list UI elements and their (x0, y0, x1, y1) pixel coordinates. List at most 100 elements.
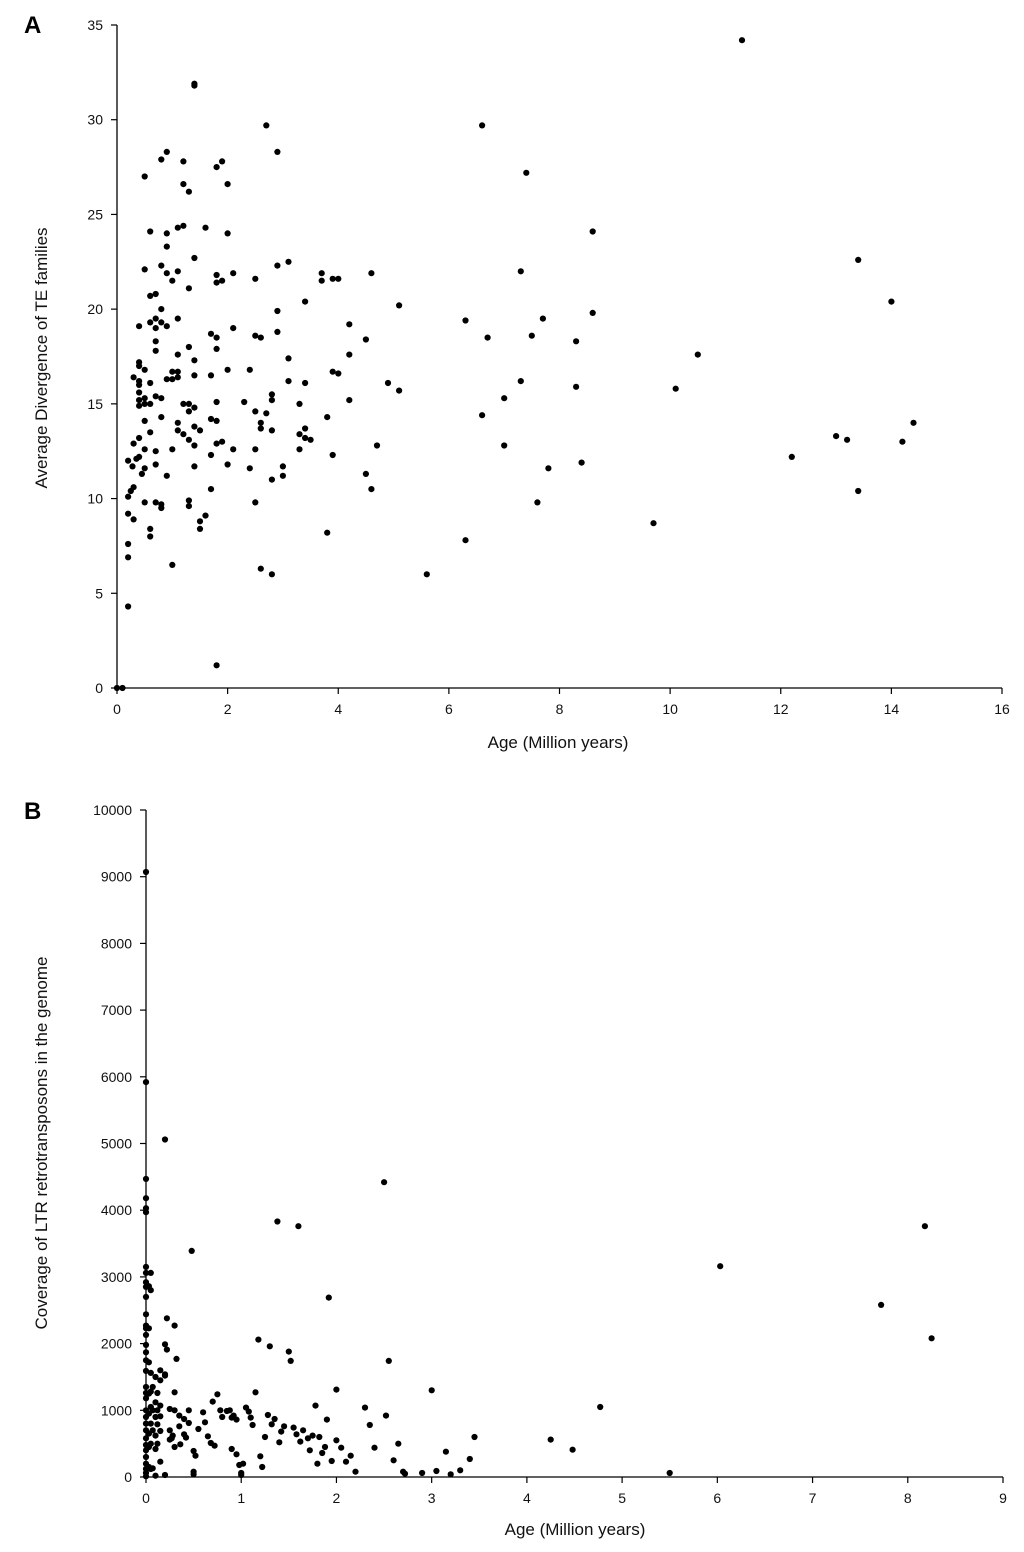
panel-b-data-point (238, 1471, 245, 1479)
panel-a-data-point (136, 389, 143, 396)
panel-b-data-point (157, 1367, 164, 1374)
panel-b-x-tick-label: 4 (523, 1490, 531, 1506)
panel-b-data-point (152, 1445, 159, 1453)
panel-b-data-point (177, 1441, 184, 1448)
panel-a-data-point (268, 397, 275, 404)
panel-b-data-point (569, 1446, 576, 1453)
panel-a-data-point (174, 368, 181, 375)
panel-b-data-point (666, 1469, 673, 1477)
panel-b-data-point (338, 1444, 345, 1451)
panel-a-data-point (302, 425, 309, 432)
panel-b-data-point (200, 1409, 207, 1416)
panel-a-y-axis-title: Average Divergence of TE families (32, 227, 51, 488)
panel-b-data-point (171, 1389, 178, 1396)
panel-b-data-point (171, 1407, 178, 1414)
panel-b-data-point (192, 1452, 199, 1459)
panel-a-data-point (141, 173, 148, 180)
panel-b-data-point (361, 1404, 369, 1411)
panel-a-data-point (141, 395, 148, 402)
panel-b-data-point (185, 1419, 192, 1427)
panel-a-data-point (180, 400, 187, 407)
panel-a-data-point (672, 385, 679, 392)
panel-b-data-point (204, 1433, 211, 1440)
panel-a-data-point (163, 243, 170, 250)
panel-a-data-point (462, 317, 469, 324)
panel-a-data-point (213, 164, 220, 171)
panel-b-data-point (319, 1449, 326, 1457)
panel-a-y-tick-label: 5 (95, 585, 103, 601)
panel-a-data-point (180, 181, 187, 188)
panel-a-data-point (180, 158, 187, 165)
panel-a-data-point (147, 525, 154, 533)
panel-b-data-point (142, 1349, 150, 1356)
panel-a-data-point (252, 446, 259, 453)
panel-b-data-point (157, 1458, 164, 1465)
panel-a-data-point (169, 277, 176, 284)
panel-b-data-point (142, 1209, 150, 1216)
panel-a-data-point (263, 122, 270, 129)
panel-a-data-point (224, 461, 231, 468)
panel-a-data-point (285, 378, 292, 385)
panel-a-data-point (257, 425, 264, 432)
panel-a-x-tick-label: 14 (884, 701, 900, 717)
panel-a-data-point (523, 169, 530, 176)
panel-b-y-tick-label: 4000 (101, 1202, 132, 1218)
panel-a-data-point (130, 484, 137, 491)
panel-a-data-point (335, 275, 342, 282)
panel-b-data-point (142, 1331, 150, 1338)
panel-a-data-point (274, 262, 281, 269)
panel-a-data-point (174, 419, 181, 426)
panel-b-data-point (161, 1372, 169, 1379)
panel-b-data-point (257, 1453, 264, 1460)
panel-a-data-point (329, 451, 336, 459)
panel-b-data-point (145, 1325, 152, 1332)
panel-b-data-point (245, 1408, 252, 1415)
panel-a-data-point (185, 285, 192, 292)
panel-a-data-point (180, 431, 187, 438)
panel-a-data-point (130, 440, 137, 447)
panel-a-data-point (368, 270, 375, 277)
panel-a-data-point (163, 270, 170, 277)
panel-a-data-point (119, 684, 126, 692)
panel-a-data-point (180, 222, 187, 229)
panel-a-data-point (362, 336, 369, 343)
panel-a-data-point (384, 379, 392, 387)
panel-a-data-point (833, 433, 840, 440)
panel-a-data-point (147, 292, 154, 299)
panel-a-data-point (578, 459, 585, 466)
panel-b-y-tick-label: 2000 (101, 1336, 132, 1352)
panel-a-data-point (329, 368, 336, 375)
panel-b-data-point (226, 1407, 233, 1414)
panel-b-data-point (325, 1294, 332, 1301)
panel-b-data-point (328, 1457, 335, 1465)
panel-b-data-point (142, 1293, 150, 1300)
panel-b-y-tick-label: 8000 (101, 935, 132, 951)
panel-a-data-point (141, 366, 148, 373)
panel-b-data-point (278, 1428, 285, 1435)
panel-b-data-point (261, 1433, 269, 1441)
panel-b-data-point (321, 1443, 329, 1451)
panel-b-data-point (142, 1079, 150, 1086)
panel-b-data-point (314, 1460, 321, 1467)
panel-a-data-point (174, 351, 181, 358)
panel-b-data-point (157, 1427, 164, 1435)
panel-b-data-point (149, 1383, 156, 1391)
panel-a-data-point (318, 270, 325, 277)
panel-b-x-tick-label: 7 (809, 1490, 817, 1506)
panel-b-data-point (161, 1471, 169, 1479)
panel-b-x-tick-label: 5 (618, 1490, 626, 1506)
panel-a-data-point (462, 537, 469, 544)
panel-a-data-point (147, 228, 154, 235)
panel-b-data-point (276, 1439, 283, 1446)
panel-b-data-point (233, 1416, 240, 1423)
panel-a-data-point (185, 497, 192, 504)
panel-a-data-point (136, 434, 143, 442)
panel-a-chart: A 0 2 4 6 8 10 12 14 16 0 5 10 15 20 25 30 35 Age (Milli… (24, 12, 1010, 752)
panel-a-x-tick-label: 16 (994, 701, 1010, 717)
panel-b-data-point (154, 1421, 161, 1428)
panel-a-data-point (152, 290, 159, 298)
panel-a-data-point (147, 319, 154, 326)
panel-a-x-tick-label: 12 (773, 701, 789, 717)
panel-a-data-point (346, 321, 353, 328)
panel-b-data-point (147, 1269, 154, 1276)
